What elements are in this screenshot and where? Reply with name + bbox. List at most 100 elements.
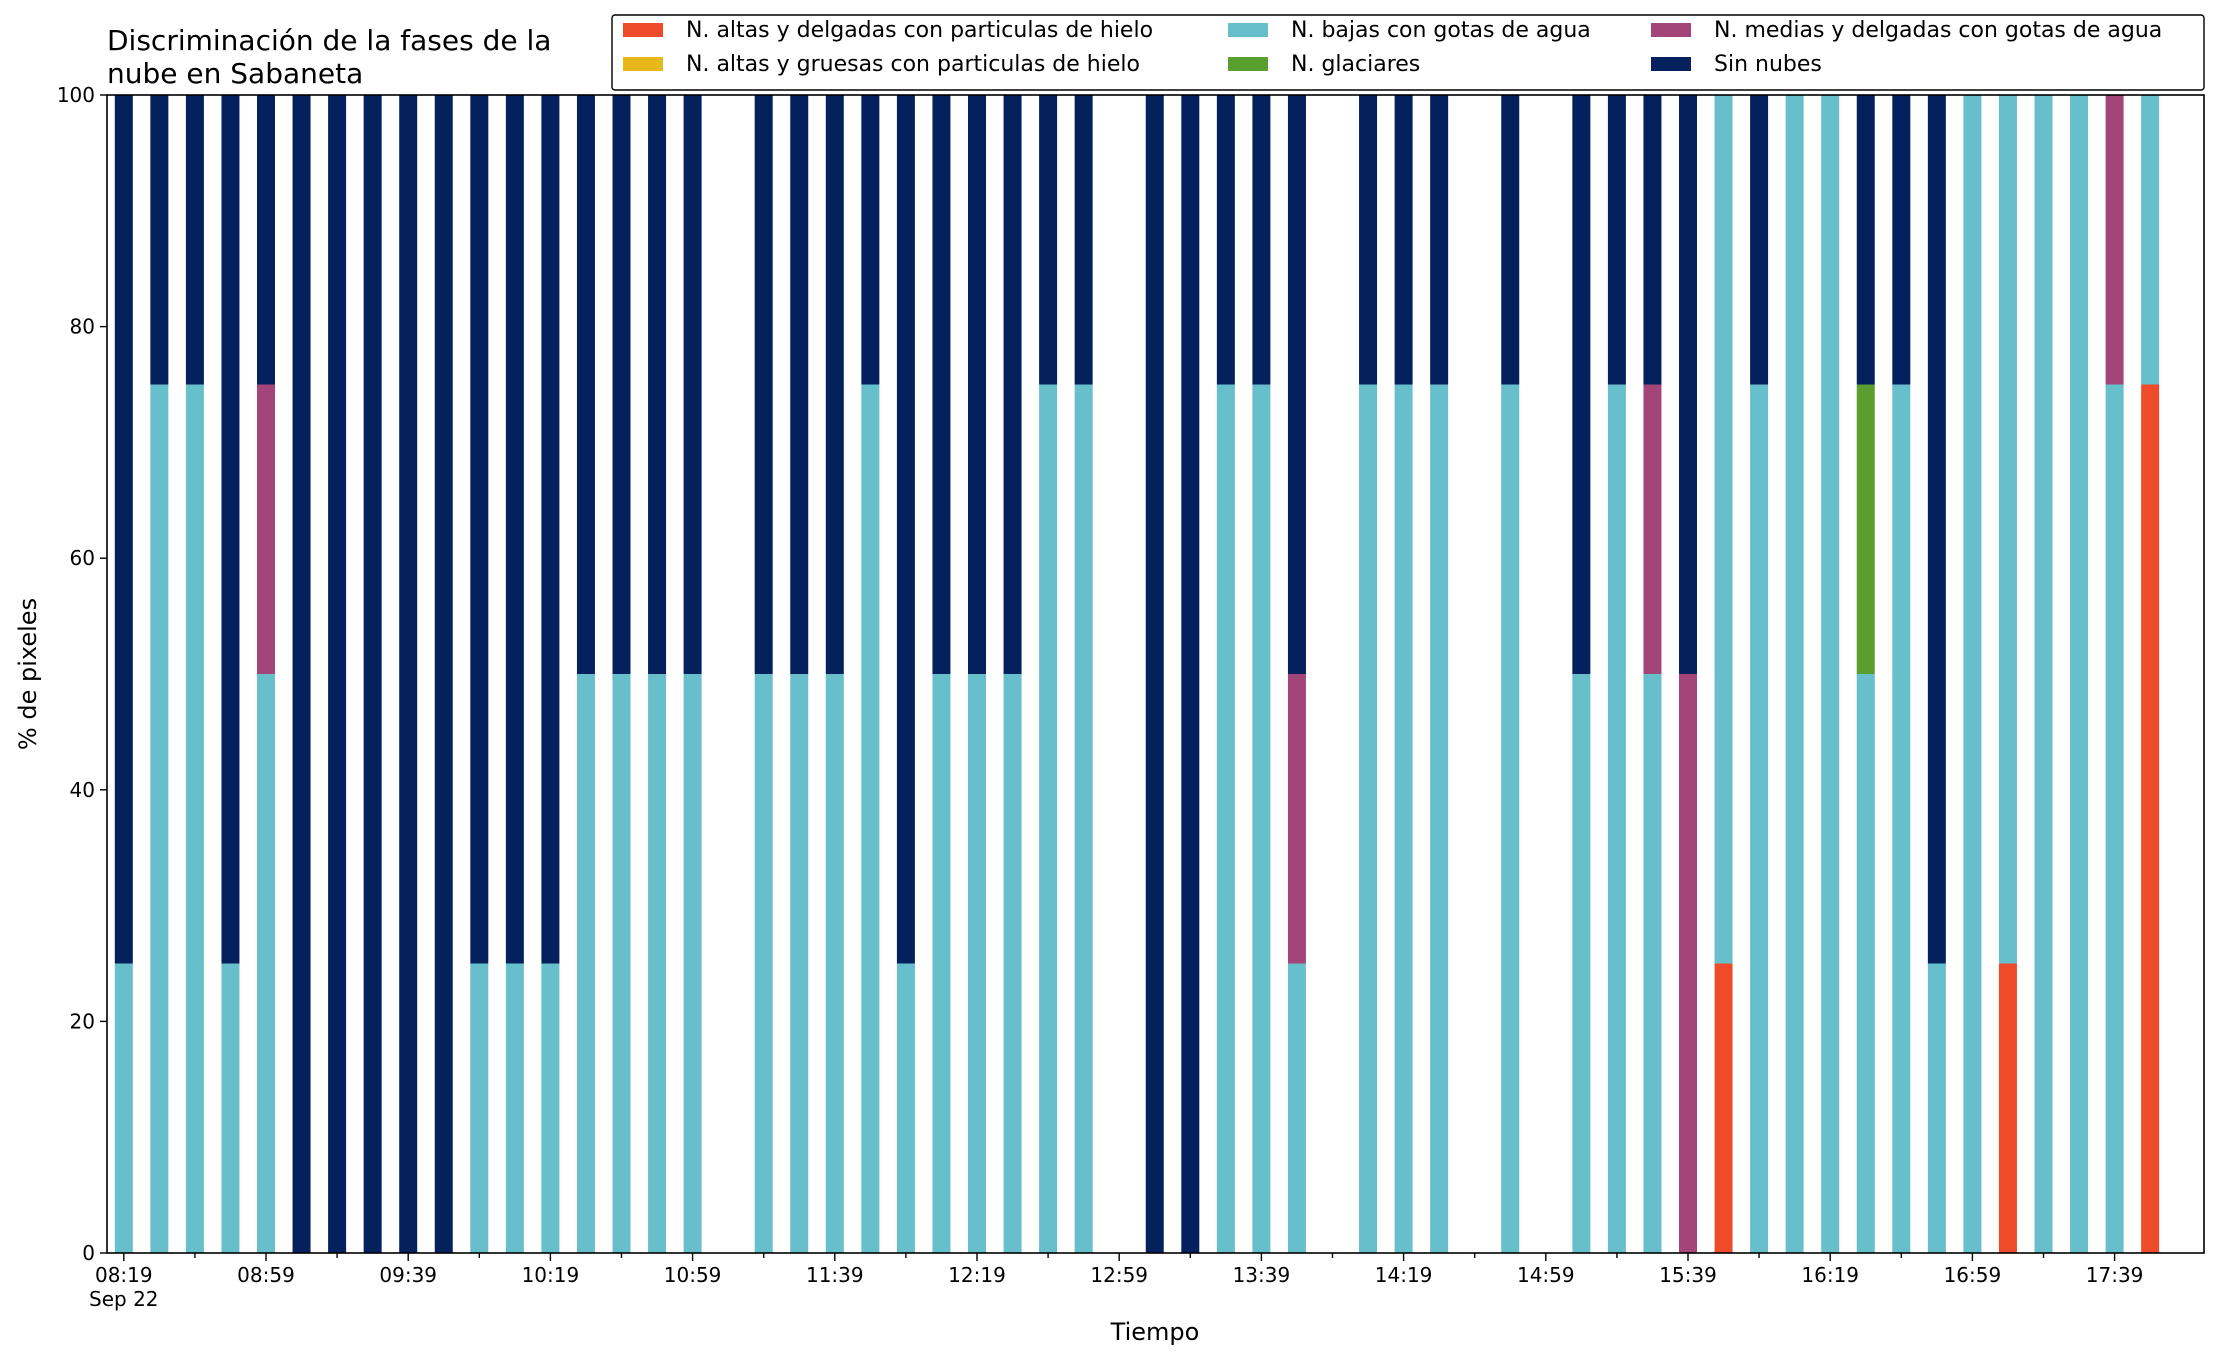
bar-segment <box>1750 384 1769 1253</box>
bar-segment <box>1998 963 2017 1253</box>
bar-segment <box>505 95 524 964</box>
bar-segment <box>185 95 204 385</box>
bar-segment <box>861 384 880 1253</box>
bar-segment <box>1430 384 1449 1253</box>
bar-segment <box>1892 384 1911 1253</box>
x-tick-label: 15:39 <box>1659 1263 1717 1287</box>
bar-segment <box>2105 95 2124 385</box>
bar-segment <box>754 674 773 1253</box>
bar-segment <box>612 95 631 674</box>
bar-segment <box>1430 95 1449 385</box>
x-axis-label: Tiempo <box>1110 1318 1200 1346</box>
bar-segment <box>2034 95 2053 1253</box>
bar-segment <box>648 674 667 1253</box>
bar-segment <box>1287 674 1306 964</box>
chart-title-line-2: nube en Sabaneta <box>107 57 363 90</box>
bar-segment <box>790 95 809 674</box>
bar-segment <box>896 963 915 1253</box>
bar-segment <box>1927 95 1946 964</box>
bar-segment <box>1643 95 1662 385</box>
bar-segment <box>1074 384 1093 1253</box>
bar-segment <box>1074 95 1093 385</box>
x-tick-label: 09:39 <box>379 1263 437 1287</box>
bar-segment <box>2070 95 2089 1253</box>
bar-segment <box>1003 95 1022 674</box>
bar-segment <box>1856 384 1875 674</box>
legend-swatch <box>623 57 663 71</box>
chart-title-line-1: Discriminación de la fases de la <box>107 24 551 57</box>
bar-segment <box>1287 95 1306 674</box>
bar-segment <box>1394 384 1413 1253</box>
legend-label: N. glaciares <box>1291 52 1420 77</box>
bar-segment <box>754 95 773 674</box>
y-tick-label: 60 <box>70 546 95 570</box>
bar-segment <box>1714 963 1733 1253</box>
legend-label: N. altas y delgadas con particulas de hi… <box>686 18 1153 43</box>
bar-segment <box>648 95 667 674</box>
y-axis: 0 20 40 60 80 100 <box>57 83 107 1265</box>
x-tick-label: Sep 22 <box>89 1287 159 1311</box>
y-tick-label: 80 <box>70 315 95 339</box>
bar-segment <box>683 95 702 674</box>
bar-segment <box>1359 95 1378 385</box>
bar-segment <box>896 95 915 964</box>
legend-swatch <box>1228 57 1268 71</box>
legend-swatch <box>1651 23 1691 37</box>
legend-swatch <box>1651 57 1691 71</box>
bar-segment <box>1643 384 1662 674</box>
bar-segment <box>1181 95 1200 1253</box>
bar-segment <box>1821 95 1840 1253</box>
y-tick-label: 20 <box>70 1009 95 1033</box>
bar-segment <box>825 674 844 1253</box>
bar-segment <box>1572 95 1591 674</box>
bar-segment <box>1856 95 1875 385</box>
bar-segment <box>150 384 169 1253</box>
bar-segment <box>1216 95 1235 385</box>
y-tick-label: 40 <box>70 778 95 802</box>
bar-segment <box>1607 384 1626 1253</box>
bar-segment <box>1856 674 1875 1253</box>
plot-frame <box>106 94 2205 1254</box>
bar-segment <box>1714 95 1733 964</box>
bar-segment <box>1927 963 1946 1253</box>
y-axis-label: % de pixeles <box>14 598 42 750</box>
x-tick-label: 12:59 <box>1090 1263 1148 1287</box>
bar-segment <box>2105 384 2124 1253</box>
legend-swatch <box>623 23 663 37</box>
bar-segment <box>1287 963 1306 1253</box>
bar-segment <box>434 95 453 1253</box>
bar-segment <box>185 384 204 1253</box>
bar-segment <box>114 963 133 1253</box>
x-tick-label: 10:19 <box>522 1263 580 1287</box>
bar-segment <box>114 95 133 964</box>
bar-segment <box>1394 95 1413 385</box>
bar-segment <box>1785 95 1804 1253</box>
bar-segment <box>968 674 986 1253</box>
bar-segment <box>257 674 275 1253</box>
x-tick-label: 16:19 <box>1801 1263 1859 1287</box>
x-tick-label: 12:19 <box>948 1263 1006 1287</box>
bar-segment <box>292 95 311 1253</box>
bar-segment <box>1039 384 1058 1253</box>
bar-segment <box>150 95 169 385</box>
bar-segment <box>1572 674 1591 1253</box>
bar-segment <box>1643 674 1662 1253</box>
x-tick-label: 08:59 <box>237 1263 295 1287</box>
bar-segment <box>541 95 560 964</box>
y-tick-label: 0 <box>82 1241 95 1265</box>
bar-segment <box>1003 674 1022 1253</box>
bar-segment <box>861 95 880 385</box>
bar-segment <box>683 674 702 1253</box>
bar-segment <box>221 95 240 964</box>
bar-segment <box>1501 95 1520 385</box>
bar-segment <box>221 963 240 1253</box>
bar-segment <box>932 674 951 1253</box>
bar-segment <box>363 95 382 1253</box>
bar-segment <box>1252 384 1271 1253</box>
bar-segment <box>790 674 809 1253</box>
bar-segment <box>505 963 524 1253</box>
bar-segment <box>1892 95 1911 385</box>
x-tick-label: 14:19 <box>1375 1263 1433 1287</box>
